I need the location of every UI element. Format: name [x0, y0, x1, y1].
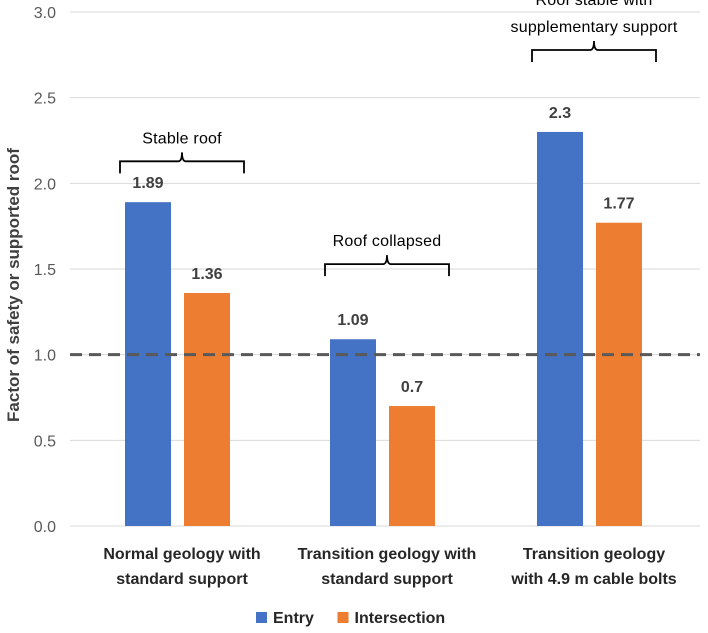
annotation-text: Stable roof	[142, 130, 222, 147]
category-label: standard support	[116, 571, 248, 588]
category-label: Transition geology with	[298, 546, 477, 563]
annotation-brace	[531, 40, 657, 62]
annotation-text: supplementary support	[511, 19, 678, 36]
data-label: 2.3	[549, 105, 571, 122]
bar-intersection	[389, 406, 435, 526]
x-axis-categories: Normal geology with standard support Trans…	[103, 546, 676, 588]
data-label: 1.89	[132, 175, 163, 192]
annotations: Stable roof Roof collapsed Roof stable wit…	[119, 0, 678, 277]
bar-entry	[125, 202, 171, 526]
annotation-brace	[324, 255, 450, 277]
legend-swatch-entry	[256, 612, 267, 623]
y-tick-label: 2.0	[34, 176, 56, 193]
annotation-brace	[119, 152, 245, 174]
bar-intersection	[184, 292, 230, 526]
legend-swatch-intersection	[337, 612, 349, 623]
legend[interactable]: Entry Intersection	[256, 610, 445, 627]
bar-entry	[330, 339, 376, 526]
data-label: 1.77	[603, 196, 634, 213]
bar-intersection	[596, 222, 642, 527]
y-tick-label: 3.0	[34, 5, 56, 22]
annotation-text: Roof stable with	[535, 0, 652, 9]
y-tick-label: 2.5	[34, 91, 56, 108]
data-label: 0.7	[401, 379, 423, 396]
y-tick-label: 1.0	[34, 348, 56, 365]
category-label: with 4.9 m cable bolts	[510, 571, 676, 588]
legend-label-intersection: Intersection	[355, 610, 446, 627]
bar-entry	[537, 131, 583, 526]
y-axis-label: Factor of safety or supported roof	[4, 148, 23, 422]
data-labels: 1.89 1.09 2.3 1.36 0.7 1.77	[132, 105, 634, 396]
category-label: Transition geology	[523, 546, 665, 563]
bars	[125, 131, 642, 527]
y-tick-label: 1.5	[34, 262, 56, 279]
annotation-text: Roof collapsed	[333, 233, 442, 250]
legend-label-entry: Entry	[273, 610, 314, 627]
data-label: 1.36	[191, 266, 222, 283]
category-label: standard support	[321, 571, 453, 588]
y-tick-label: 0.0	[34, 519, 56, 536]
data-label: 1.09	[337, 312, 368, 329]
y-axis-ticks: 0.0 0.5 1.0 1.5 2.0 2.5 3.0	[34, 5, 56, 536]
category-label: Normal geology with	[103, 546, 260, 563]
y-tick-label: 0.5	[34, 433, 56, 450]
